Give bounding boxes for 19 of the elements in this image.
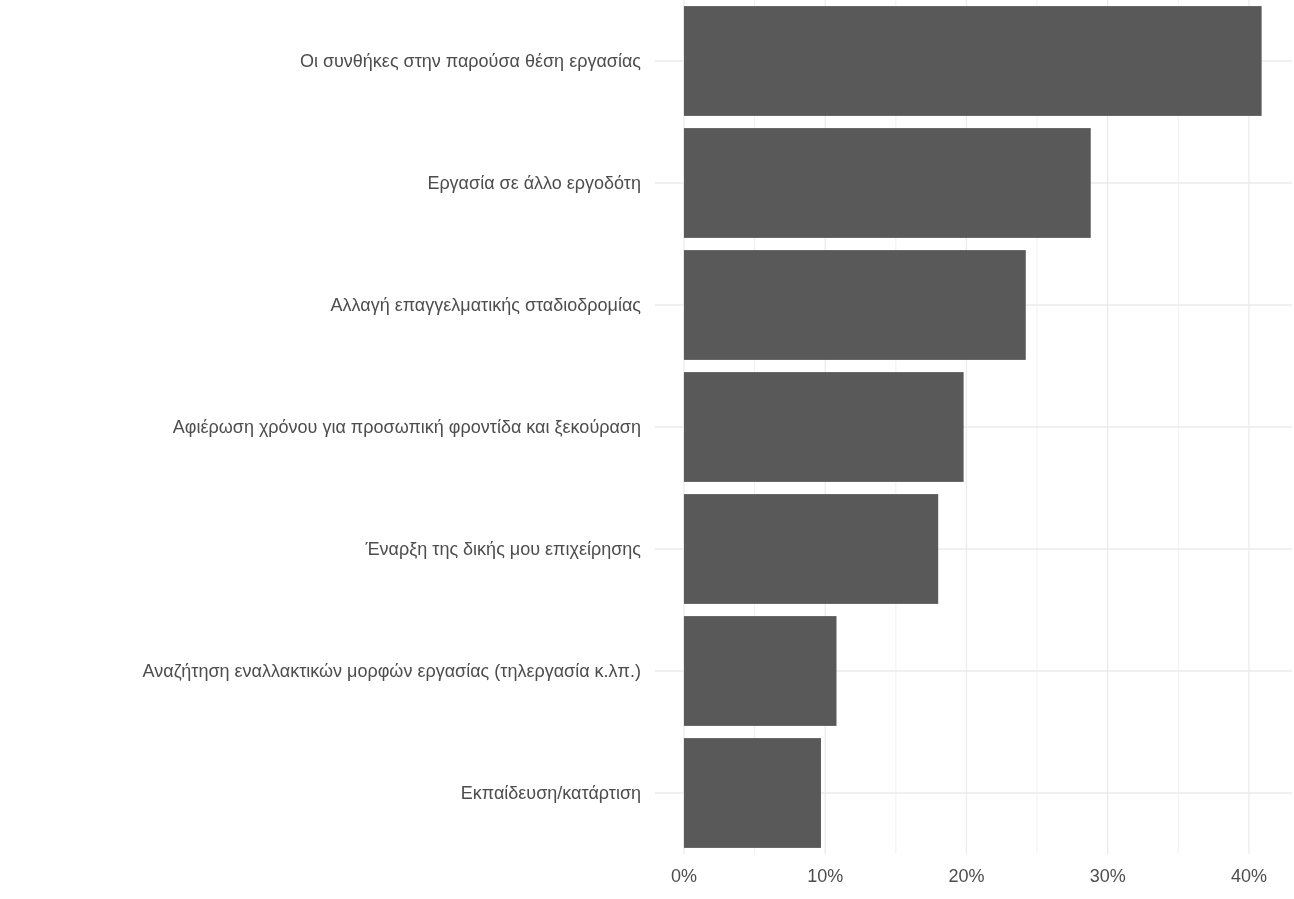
- bar: [683, 6, 1262, 116]
- x-tick-label: 10%: [807, 866, 844, 886]
- y-tick-label: Έναρξη της δικής μου επιχείρησης: [364, 539, 642, 560]
- bar: [683, 250, 1026, 360]
- y-tick-label: Αλλαγή επαγγελματικής σταδιοδρομίας: [330, 295, 642, 316]
- x-tick-label: 20%: [948, 866, 985, 886]
- bar: [683, 372, 964, 482]
- y-tick-label: Εκπαίδευση/κατάρτιση: [460, 783, 641, 804]
- x-tick-label: 30%: [1089, 866, 1126, 886]
- bar: [683, 128, 1091, 238]
- bar: [683, 616, 837, 726]
- y-tick-label: Αφιέρωση χρόνου για προσωπική φροντίδα και ξεκούραση: [172, 417, 641, 438]
- y-tick-label: Εργασία σε άλλο εργοδότη: [427, 173, 641, 194]
- bar: [683, 494, 939, 604]
- x-tick-label: 0%: [670, 866, 697, 886]
- x-tick-label: 40%: [1230, 866, 1267, 886]
- bar: [683, 738, 821, 848]
- y-tick-label: Οι συνθήκες στην παρούσα θέση εργασίας: [299, 51, 642, 72]
- y-tick-label: Αναζήτηση εναλλακτικών μορφών εργασίας (τηλεργασία κ.λπ.): [142, 661, 641, 682]
